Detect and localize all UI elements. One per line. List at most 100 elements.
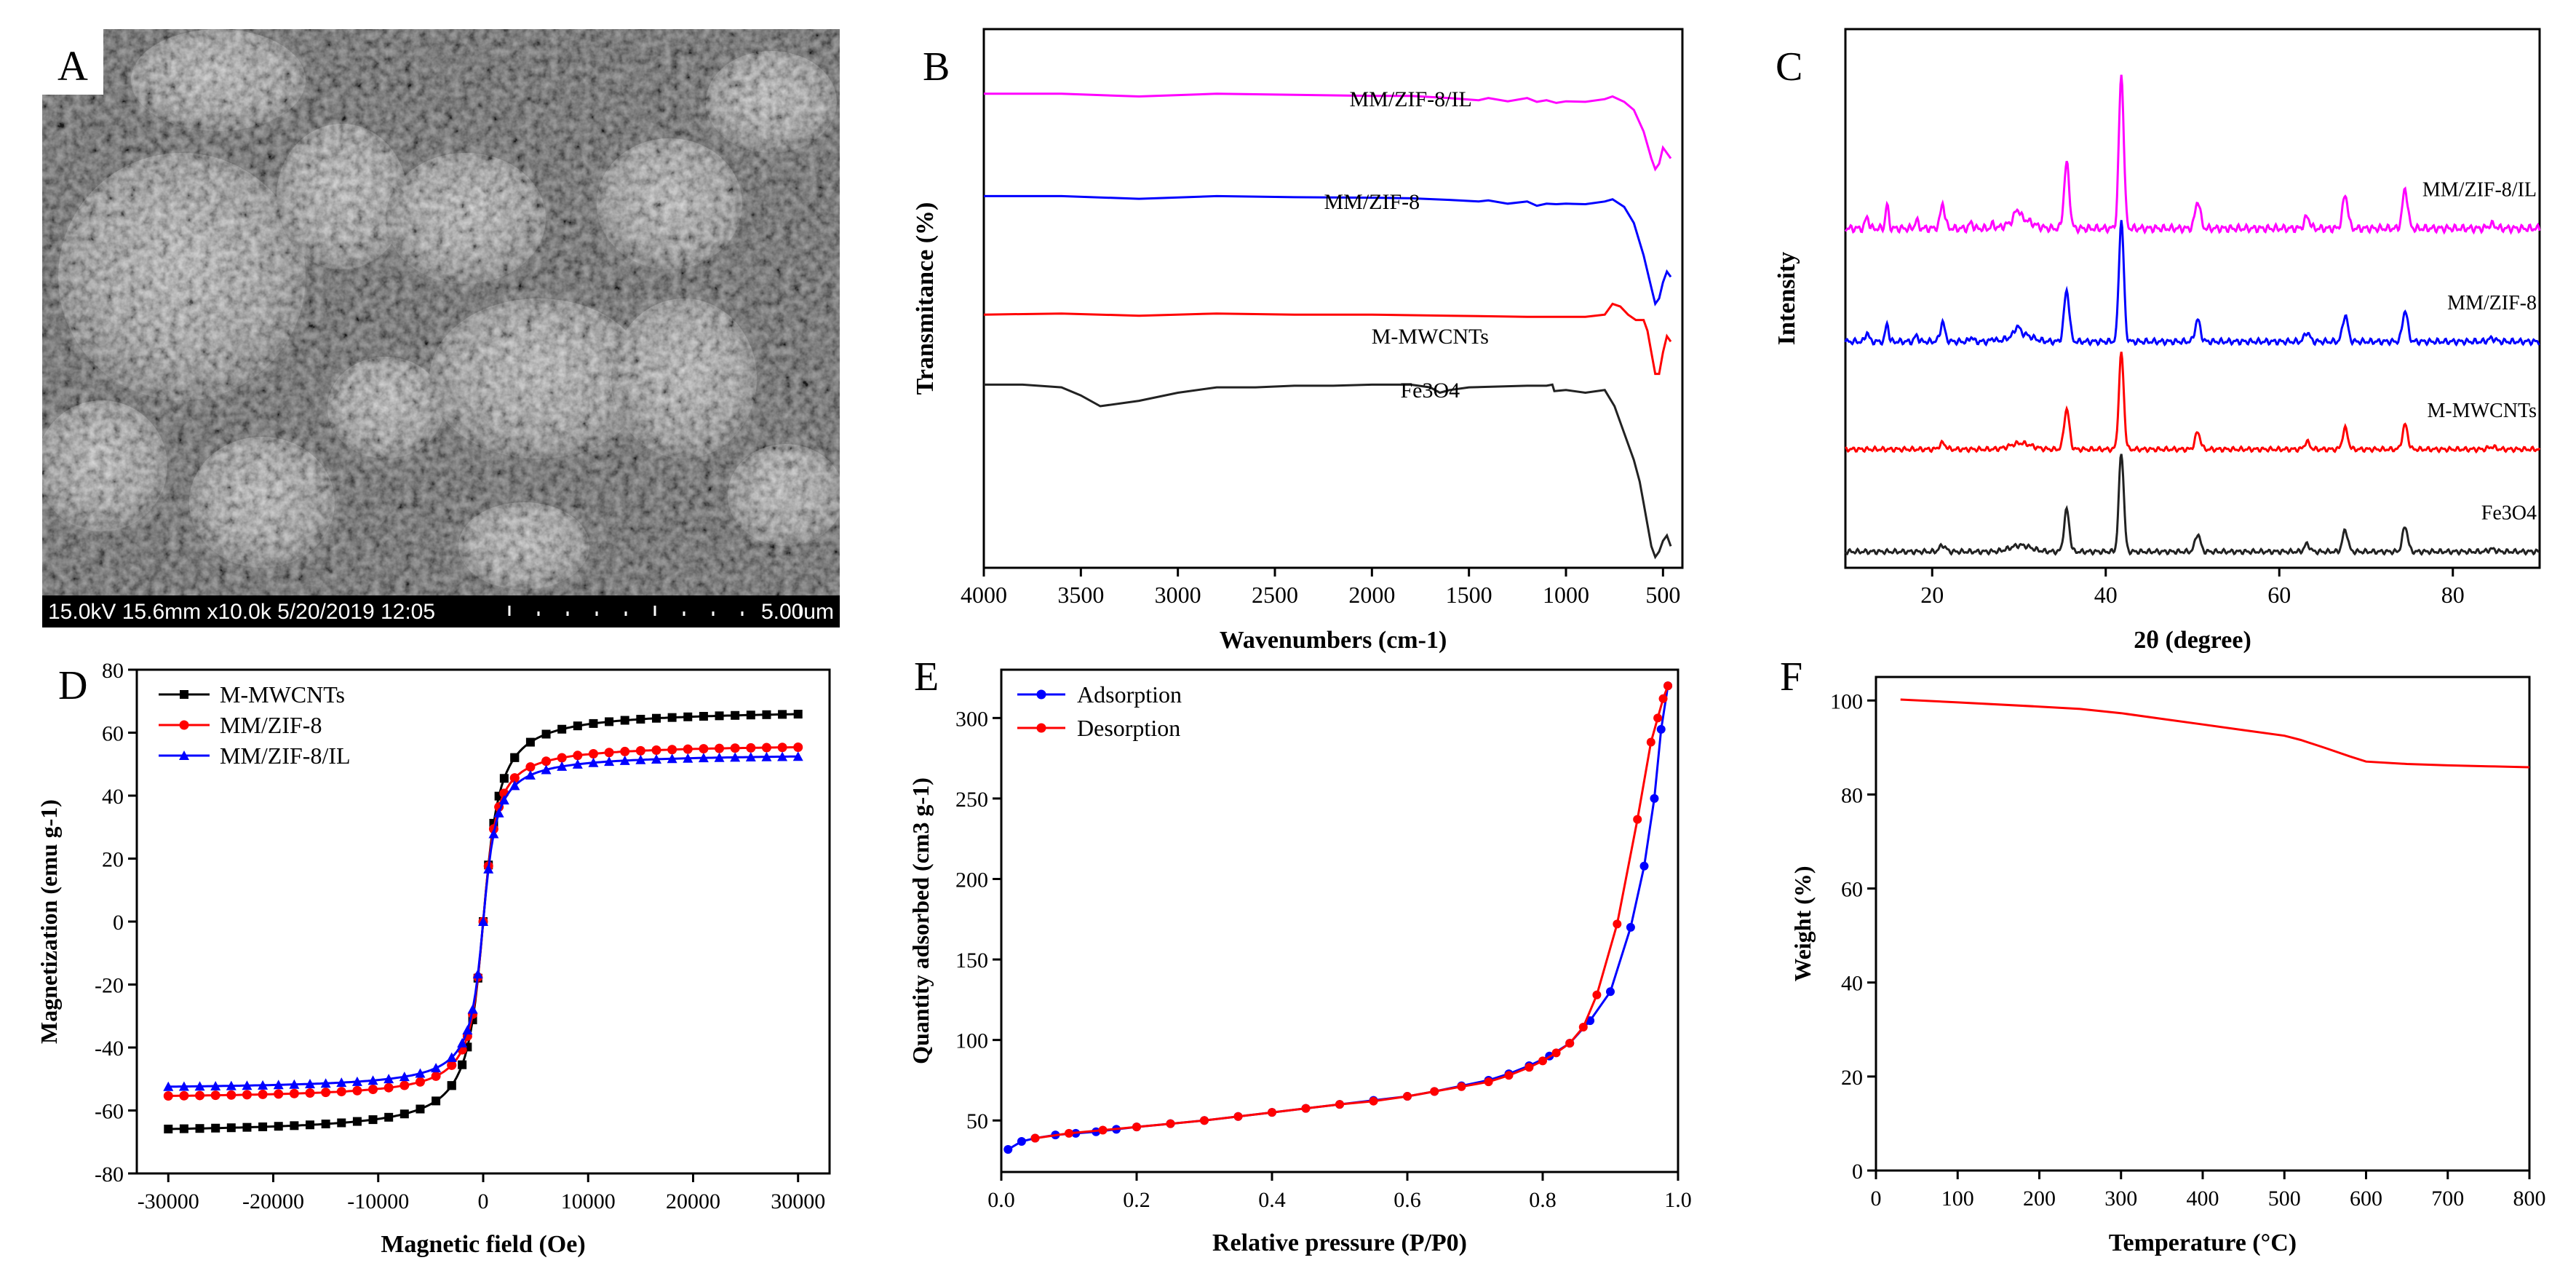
data-point-mm-zif-8 [289,1088,299,1098]
x-tick-label: 200 [2023,1187,2056,1211]
panel-d-magnetization-chart: -30000 -20000 -10000 0 10000 20000 30000 -80 -60… [36,659,831,1258]
data-point-m-mwcnts [636,714,645,724]
data-point-mm-zif-8 [730,743,740,753]
data-point-mm-zif-8-il [415,1068,426,1078]
sem-scale-label: 5.00um [761,600,834,624]
x-tick-label: 1.0 [1664,1188,1692,1212]
data-point-mm-zif-8 [635,745,645,756]
data-point-desorption [1646,737,1655,747]
data-point-mm-zif-8 [557,753,567,763]
data-point-mm-zif-8 [525,762,536,772]
legend-label-mm-zif-8: MM/ZIF-8 [220,712,322,738]
y-tick-label: -20 [95,974,124,998]
x-tick-label: 800 [2513,1187,2546,1211]
sem-info-bar [42,595,840,627]
data-point-m-mwcnts [620,716,629,725]
series-line-desorption [1035,685,1669,1140]
data-point-m-mwcnts [793,710,803,719]
data-point-mm-zif-8-il [242,1080,253,1090]
data-point-mm-zif-8-il [467,1004,478,1014]
y-axis-title: Magnetization (emu g-1) [36,799,62,1044]
data-point-desorption [1403,1092,1412,1101]
legend-label-mm-zif-8-il: MM/ZIF-8/IL [220,742,351,769]
panel-a-letter: A [57,42,88,90]
data-point-mm-zif-8-il [498,795,509,805]
y-axis-title: Weight (%) [1789,866,1816,981]
data-point-m-mwcnts [778,710,787,719]
data-point-m-mwcnts [274,1122,283,1131]
data-point-desorption [1098,1125,1108,1135]
y-tick-label: 60 [1841,878,1863,902]
data-point-mm-zif-8-il [588,757,599,767]
x-axis-title: Wavenumbers (cm-1) [1220,627,1447,654]
series-line-adsorption [1007,685,1669,1151]
data-point-mm-zif-8-il [478,916,488,926]
sem-scale-bar [508,606,802,616]
data-point-m-mwcnts [573,721,582,731]
y-tick-label: 0 [113,911,124,935]
x-tick-label: 700 [2431,1187,2464,1211]
y-tick-label: 20 [1841,1066,1863,1090]
x-tick-label: 400 [2187,1187,2219,1211]
x-tick-label: 2500 [1252,582,1298,608]
data-point-desorption [1132,1122,1141,1132]
series-label-m-mwcnts: M-MWCNTs [1372,325,1489,349]
data-point-mm-zif-8-il [541,764,552,775]
data-point-mm-zif-8-il [635,754,646,764]
data-point-m-mwcnts [337,1118,346,1128]
data-point-mm-zif-8 [746,742,756,753]
data-point-adsorption [1626,922,1635,932]
data-point-desorption [1524,1063,1534,1072]
data-point-desorption [1233,1112,1243,1121]
data-point-m-mwcnts [605,717,614,726]
data-point-mm-zif-8 [777,742,787,753]
data-point-mm-zif-8 [195,1090,205,1101]
data-point-m-mwcnts [447,1081,456,1090]
data-point-mm-zif-8-il [336,1077,347,1088]
data-point-m-mwcnts [731,710,740,720]
data-point-mm-zif-8 [588,748,598,759]
data-point-mm-zif-8-il [163,1081,174,1091]
panel-e-isotherm-chart: 0.0 0.2 0.4 0.6 0.8 1.0 50 100 150 200 250 300 Relat… [907,668,1692,1256]
data-point-mm-zif-8-il [745,752,756,762]
y-tick-label: 20 [102,848,124,872]
legend-label-adsorption: Adsorption [1077,681,1182,708]
data-point-mm-zif-8 [793,742,803,752]
legend-label-desorption: Desorption [1077,715,1180,741]
data-point-adsorption [1606,987,1615,997]
x-tick-label: 0.4 [1258,1188,1286,1212]
panel-f-tga-chart: 0 100 200 300 400 500 600 700 800 0 20 40 60 80 100 Tem… [1789,676,2546,1256]
data-point-m-mwcnts [306,1120,314,1130]
x-tick-label: 80 [2441,582,2465,608]
x-axis-title: 2θ (degree) [2134,627,2251,654]
plot-frame [1875,676,2531,1172]
plot-frame [1000,668,1679,1173]
data-point-mm-zif-8 [368,1085,378,1095]
x-tick-label: 3500 [1057,582,1104,608]
series-label-mm-zif-8-il: MM/ZIF-8/IL [2422,178,2537,201]
x-tick-label: 500 [1645,582,1680,608]
data-point-mm-zif-8-il [488,828,499,839]
data-point-mm-zif-8 [210,1090,220,1101]
panel-c-letter: C [1776,44,1802,90]
data-point-desorption [1268,1108,1276,1117]
y-tick-label: 40 [1841,972,1863,996]
data-point-desorption [1430,1087,1439,1096]
x-tick-label: 40 [2094,582,2118,608]
y-tick-label: 300 [955,707,988,731]
data-point-m-mwcnts [179,1124,188,1133]
data-point-mm-zif-8-il [399,1072,410,1082]
data-point-mm-zif-8-il [698,753,709,763]
data-point-m-mwcnts [699,712,708,721]
data-point-mm-zif-8-il [792,751,803,761]
x-tick-label: 0.6 [1394,1188,1421,1212]
y-tick-label: 150 [955,949,988,973]
data-point-m-mwcnts [290,1121,299,1130]
data-point-desorption [1578,1022,1588,1031]
data-point-mm-zif-8 [715,743,725,753]
data-point-desorption [1457,1082,1466,1091]
y-tick-label: -60 [95,1100,124,1124]
x-tick-label: 20000 [666,1189,720,1213]
data-point-mm-zif-8-il [178,1081,189,1091]
data-point-m-mwcnts [525,737,535,747]
